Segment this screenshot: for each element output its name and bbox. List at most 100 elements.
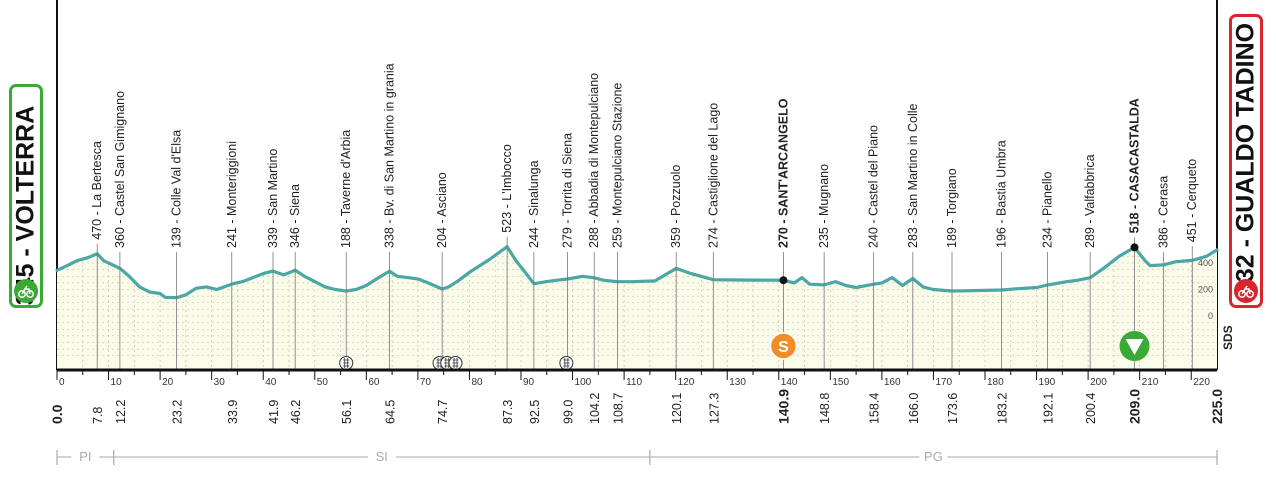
- km-label: 99.0: [561, 400, 575, 424]
- waypoint-label: 139 - Colle Val d'Elsa: [170, 130, 184, 248]
- km-label: 148.8: [818, 393, 832, 424]
- x-tick-label: 60: [368, 377, 380, 388]
- x-tick-label: 180: [987, 377, 1004, 388]
- waypoint-label: 360 - Castel San Gimignano: [113, 91, 127, 248]
- km-label: 41.9: [267, 400, 281, 424]
- gravel-sector-icon-mark: [452, 358, 459, 368]
- x-tick-label: 50: [317, 377, 329, 388]
- x-tick-label: 210: [1142, 377, 1159, 388]
- km-label: 183.2: [995, 393, 1009, 424]
- waypoint-label: 283 - San Martino in Colle: [906, 103, 920, 248]
- sprint-icon: [769, 332, 798, 360]
- waypoint-label: 523 - L'Imbocco: [500, 144, 514, 233]
- x-tick-label: 80: [471, 377, 483, 388]
- x-tick-label: 170: [935, 377, 952, 388]
- waypoint-label: 244 - Sinalunga: [527, 160, 541, 248]
- km-label: 23.2: [171, 400, 185, 424]
- finish-bike-icon: [1234, 279, 1258, 303]
- km-label: 92.5: [528, 400, 542, 424]
- province-label-bg: [71, 449, 100, 465]
- sprint-icon-label: S: [778, 339, 789, 356]
- x-tick-label: 190: [1039, 377, 1056, 388]
- waypoint-group: 470 - La Bertesca 360 - Castel San Gimign…: [90, 63, 1199, 370]
- km-label: 140.9: [775, 389, 791, 424]
- waypoint-label: 338 - Bv. di San Martino in grania: [383, 63, 397, 248]
- waypoint-label: 270 - SANT'ARCANGELO: [776, 98, 790, 248]
- x-tick-label: 70: [420, 377, 432, 388]
- finish-label: 532 - GUALDO TADINO: [1231, 22, 1260, 297]
- km-label: 200.4: [1084, 393, 1098, 424]
- province-label-bg: [919, 449, 948, 465]
- x-tick-label: 220: [1193, 377, 1210, 388]
- km-label: 166.0: [907, 393, 921, 424]
- waypoint-label: 451 - Cerqueto: [1185, 159, 1199, 242]
- province-label: PG: [924, 449, 943, 464]
- waypoint-label: 204 - Asciano: [435, 172, 449, 248]
- waypoint-label: 189 - Torgiano: [945, 168, 959, 248]
- waypoint-label: 339 - San Martino: [266, 149, 280, 248]
- x-tick-label: 200: [1090, 377, 1107, 388]
- waypoint-label: 470 - La Bertesca: [90, 141, 104, 240]
- province-label: PI: [79, 449, 91, 464]
- km-label: 46.2: [289, 400, 303, 424]
- km-label: 64.5: [384, 400, 398, 424]
- logo-text: SDS: [1221, 325, 1235, 350]
- waypoint-label: 518 - CASACASTALDA: [1128, 98, 1142, 233]
- waypoint-label: 274 - Castiglione del Lago: [706, 103, 720, 248]
- km-label: 74.7: [436, 400, 450, 424]
- km-label: 192.1: [1041, 393, 1055, 424]
- sprint-dot: [779, 276, 788, 285]
- waypoint-label: 196 - Bastia Umbra: [994, 140, 1008, 248]
- gravel-sector-icon-mark: [444, 358, 451, 368]
- waypoint-label: 359 - Pozzuolo: [669, 165, 683, 248]
- y-tick-label: 400: [1198, 258, 1213, 268]
- waypoint-label: 259 - Montepulciano Stazione: [610, 83, 624, 248]
- x-tick-label: 0: [59, 377, 65, 388]
- km-label: 33.9: [226, 400, 240, 424]
- waypoint-label: 235 - Mugnano: [817, 164, 831, 248]
- gravel-sector-icon-mark: [436, 358, 443, 368]
- waypoint-label: 188 - Taverne d'Arbia: [339, 130, 353, 248]
- x-tick-label: 150: [832, 377, 849, 388]
- x-tick-label: 130: [729, 377, 746, 388]
- km-label: 87.3: [501, 400, 515, 424]
- kom-dot: [1130, 243, 1139, 252]
- start-label: 345 - VOLTERRA: [11, 105, 40, 306]
- x-tick-label: 40: [265, 377, 277, 388]
- x-tick-label: 160: [884, 377, 901, 388]
- waypoint-label: 288 - Abbadia di Montepulciano: [587, 73, 601, 248]
- x-tick-label: 120: [678, 377, 695, 388]
- waypoint-label: 346 - Siena: [288, 184, 302, 248]
- start-badge: 345 - VOLTERRA: [9, 84, 43, 308]
- gravel-sector-icon-mark: [343, 358, 350, 368]
- y-tick-label: 0: [1208, 311, 1213, 321]
- profile-area: [57, 246, 1217, 370]
- km-label: 209.0: [1127, 389, 1143, 424]
- km-label: 12.2: [114, 400, 128, 424]
- km-label: 0.0: [49, 404, 65, 424]
- province-strip: PI SI PG: [56, 449, 1218, 465]
- waypoint-label: 386 - Cerasa: [1156, 176, 1170, 248]
- x-tick-label: 10: [111, 377, 123, 388]
- kom-triangle-icon: [1125, 339, 1144, 355]
- waypoint-label: 241 - Monteriggioni: [225, 141, 239, 248]
- x-tick-label: 140: [781, 377, 798, 388]
- x-tick-label: 90: [523, 377, 535, 388]
- km-label: 127.3: [707, 393, 721, 424]
- km-label: 225.0: [1209, 389, 1225, 424]
- km-label: 120.1: [670, 393, 684, 424]
- gravel-sector-icon-mark: [563, 358, 570, 368]
- x-tick-label: 110: [626, 377, 642, 388]
- waypoint-label: 234 - Pianello: [1040, 172, 1054, 248]
- km-label: 56.1: [340, 400, 354, 424]
- waypoint-label: 240 - Castel del Piano: [867, 125, 881, 248]
- waypoint-label: 289 - Valfabbrica: [1083, 154, 1097, 248]
- finish-badge: 532 - GUALDO TADINO: [1229, 14, 1263, 308]
- x-tick-label: 30: [214, 377, 226, 388]
- province-label: SI: [376, 449, 388, 464]
- km-label: 104.2: [588, 393, 602, 424]
- province-label-bg: [367, 449, 396, 465]
- start-bike-icon: [14, 279, 38, 303]
